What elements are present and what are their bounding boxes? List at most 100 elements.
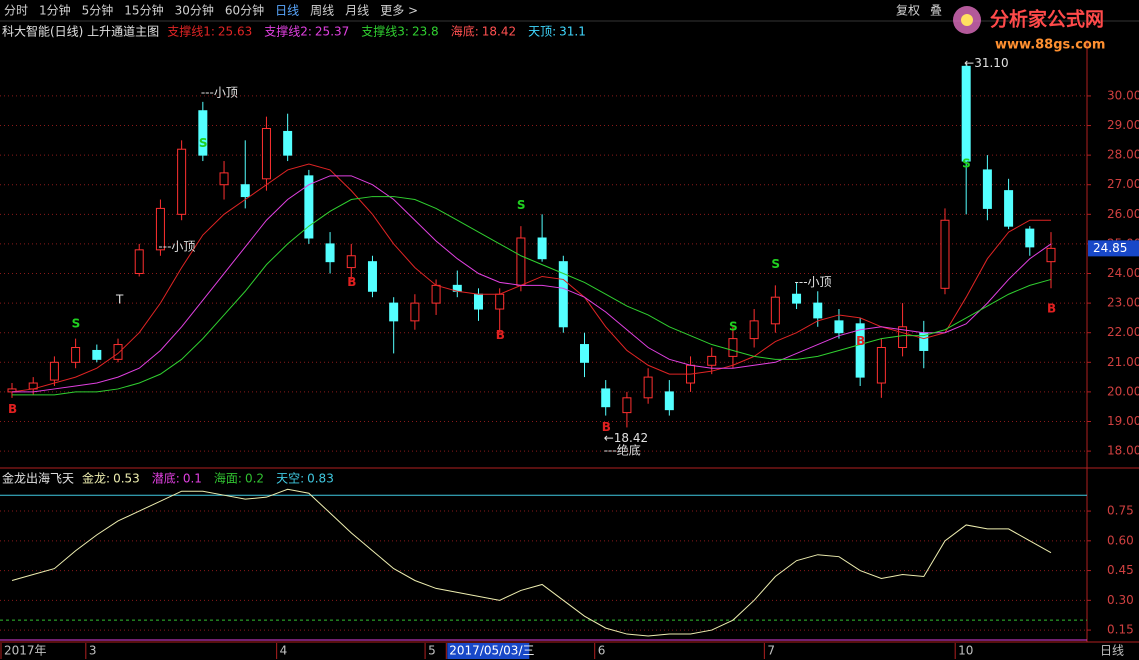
x-tick-label: 2017/05/03/三 xyxy=(449,644,534,658)
signal-label: B xyxy=(496,328,505,342)
y-tick-label: 26.00 xyxy=(1107,207,1139,221)
signal-label: ---小顶 xyxy=(158,239,195,253)
x-tick-label: 10 xyxy=(958,644,973,658)
y-tick-label: 27.00 xyxy=(1107,177,1139,191)
x-tick-label: 7 xyxy=(767,644,775,658)
candle-body xyxy=(558,261,568,328)
y-tick-label: 28.00 xyxy=(1107,148,1139,162)
signal-label: S xyxy=(729,319,738,333)
signal-label: S xyxy=(962,157,971,171)
y-tick-label: 30.00 xyxy=(1107,88,1139,102)
logo-title: 分析家公式网 xyxy=(990,8,1104,31)
candle-body xyxy=(367,261,377,292)
ma-line xyxy=(12,175,1052,393)
toolbar-tab[interactable]: 15分钟 xyxy=(124,3,163,18)
legend-name: 金龙: xyxy=(82,471,110,486)
candle-body xyxy=(898,326,908,349)
candle-body xyxy=(473,293,483,310)
candle-body xyxy=(749,320,759,340)
y-tick-label: 0.60 xyxy=(1107,533,1134,547)
panel-title: 科大智能(日线) 上升通道主图 xyxy=(2,24,159,39)
y-tick-label: 22.00 xyxy=(1107,325,1139,339)
candle-body xyxy=(495,293,505,310)
period-label: 日线 xyxy=(1100,644,1124,658)
signal-label: ---绝底 xyxy=(604,443,641,458)
y-tick-label: 20.00 xyxy=(1107,384,1139,398)
x-tick-label: 3 xyxy=(89,644,97,658)
toolbar-tab[interactable]: 日线 xyxy=(275,4,299,18)
signal-label: S xyxy=(771,257,780,271)
x-tick-label: 6 xyxy=(598,644,606,658)
candle-body xyxy=(940,219,950,289)
y-tick-label: 19.00 xyxy=(1107,414,1139,428)
candle-body xyxy=(325,243,335,263)
y-tick-label: 0.45 xyxy=(1107,563,1134,577)
signal-label: B xyxy=(8,402,17,416)
signal-label: T xyxy=(115,293,124,307)
legend-name: 潜底: xyxy=(152,471,180,486)
candle-body xyxy=(728,338,738,357)
candle-body xyxy=(707,355,717,366)
legend-value: 0.53 xyxy=(113,472,140,486)
candle-body xyxy=(813,302,823,319)
legend-value: 0.2 xyxy=(245,472,264,486)
candle-body xyxy=(240,184,250,198)
x-tick-label: 5 xyxy=(428,644,436,658)
y-tick-label: 24.00 xyxy=(1107,266,1139,280)
toolbar-tab[interactable]: 月线 xyxy=(345,4,369,18)
candle-body xyxy=(516,237,526,286)
candle-body xyxy=(770,296,780,325)
ma-line xyxy=(12,196,1052,396)
candle-body xyxy=(961,65,971,162)
toolbar-tab[interactable]: 周线 xyxy=(310,4,334,18)
x-tick-label: 2017年 xyxy=(4,644,47,658)
candle-body xyxy=(304,175,314,239)
candle-body xyxy=(1046,247,1056,263)
legend-value: 25.37 xyxy=(315,25,349,39)
candle-body xyxy=(177,148,187,215)
x-label-box xyxy=(447,643,530,659)
signal-label: ←18.42 xyxy=(604,431,648,445)
toolbar-button[interactable]: 叠 xyxy=(930,4,942,18)
y-tick-label: 23.00 xyxy=(1107,296,1139,310)
candle-body xyxy=(198,110,208,156)
y-tick-label: 0.30 xyxy=(1107,593,1134,607)
logo-icon xyxy=(961,14,973,26)
candle-body xyxy=(664,391,674,411)
legend-name: 支撑线3: xyxy=(361,24,409,39)
candle-body xyxy=(1025,228,1035,248)
toolbar-tab[interactable]: 分时 xyxy=(4,4,28,18)
candle-body xyxy=(982,169,992,209)
y-tick-label: 18.00 xyxy=(1107,444,1139,458)
y-tick-label: 0.15 xyxy=(1107,623,1134,637)
legend-name: 支撑线2: xyxy=(264,24,312,39)
candle-body xyxy=(389,302,399,322)
candle-body xyxy=(92,349,102,360)
legend-value: 18.42 xyxy=(482,25,516,39)
toolbar-tab[interactable]: 5分钟 xyxy=(82,3,114,18)
signal-label: ←31.10 xyxy=(964,56,1008,70)
signal-label: B xyxy=(856,334,865,348)
signal-label: S xyxy=(199,136,208,150)
candle-body xyxy=(283,130,293,156)
candle-body xyxy=(134,249,144,275)
legend-value: 31.1 xyxy=(559,25,586,39)
toolbar-button[interactable]: 复权 xyxy=(896,4,920,18)
signal-label: ---小顶 xyxy=(795,275,832,289)
legend-value: 0.1 xyxy=(183,472,202,486)
toolbar-tab[interactable]: 60分钟 xyxy=(225,3,264,18)
candle-body xyxy=(537,237,547,260)
ma-line xyxy=(11,163,1051,393)
indicator-line xyxy=(11,488,1052,637)
legend-name: 天顶: xyxy=(528,25,556,39)
candle-body xyxy=(155,207,165,251)
toolbar-tab[interactable]: 1分钟 xyxy=(39,3,71,18)
toolbar-tab[interactable]: 更多 > xyxy=(380,4,418,18)
panel-title: 金龙出海飞天 xyxy=(2,471,74,486)
toolbar-tab[interactable]: 30分钟 xyxy=(175,3,214,18)
candle-body xyxy=(219,172,229,186)
candle-body xyxy=(346,255,356,269)
candle-body xyxy=(261,127,271,180)
candle-body xyxy=(622,397,632,414)
